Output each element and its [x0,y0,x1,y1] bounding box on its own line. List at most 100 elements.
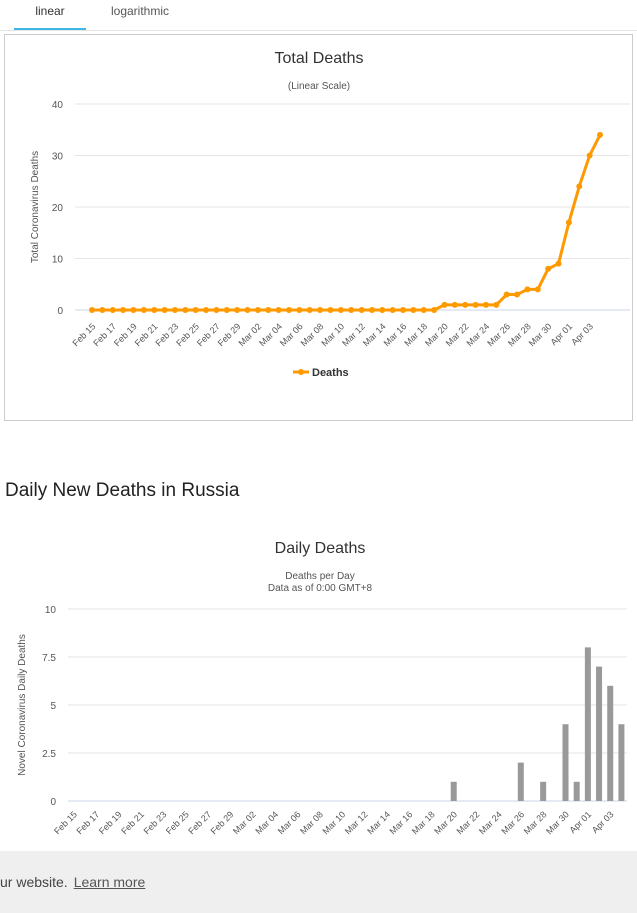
bar [596,666,603,801]
tab-logarithmic[interactable]: logarithmic [110,4,170,18]
bar [607,685,614,801]
data-point [213,307,220,313]
y-tick-label: 2.5 [42,749,56,760]
y-tick-label: 5 [50,701,56,712]
x-tick-label: Feb 23 [142,809,169,836]
data-point [410,307,417,313]
data-point [140,307,147,313]
data-point [203,307,210,313]
x-tick-label: Apr 03 [569,321,595,347]
data-point [306,307,313,313]
data-point [534,286,541,293]
data-point [400,307,407,313]
bar [618,724,625,801]
x-tick-label: Mar 24 [477,809,504,836]
data-point [285,307,292,313]
tab-linear[interactable]: linear [14,0,86,30]
data-point [151,307,158,313]
x-tick-label: Mar 08 [298,809,325,836]
y-tick-label: 20 [52,203,64,214]
y-axis-label: Total Coronavirus Deaths [30,151,41,263]
data-point [514,291,521,298]
data-point [99,307,106,313]
x-tick-label: Mar 06 [276,809,303,836]
data-point [503,291,510,298]
data-point [317,307,324,313]
chart-subtitle: (Linear Scale) [288,81,350,92]
bar [573,781,580,801]
x-tick-label: Mar 10 [320,809,347,836]
data-point [389,307,396,313]
legend-marker [298,369,304,375]
data-point [171,307,178,313]
chart-title: Daily Deaths [275,540,366,557]
total-deaths-chart: Total Deaths (Linear Scale) 0 10 20 30 40 Total… [30,50,630,379]
x-tick-label: Apr 03 [590,809,616,835]
x-tick-label: Mar 02 [231,809,258,836]
data-point [348,307,355,313]
data-point [379,307,386,313]
data-point [254,307,261,313]
x-tick-label: Mar 30 [544,809,571,836]
x-tick-label: Mar 18 [410,809,437,836]
x-tick-label: Mar 30 [527,321,554,348]
x-tick-label: Mar 16 [388,809,415,836]
bar [517,762,524,801]
data-point [192,307,199,313]
bar [562,724,569,801]
cookie-bar: ur website. Learn more [0,851,637,913]
x-tick-label: Feb 19 [97,809,124,836]
data-point [234,307,241,313]
x-tick-label: Feb 21 [119,809,146,836]
x-tick-label: Mar 20 [432,809,459,836]
data-point [182,307,189,313]
data-point [265,307,272,313]
data-point [358,307,365,313]
data-point [223,307,230,313]
cookie-message: ur website. [0,874,68,890]
data-point [451,301,458,308]
data-point [275,307,282,313]
y-tick-label: 30 [52,152,64,163]
y-tick-label: 0 [50,797,56,808]
y-tick-label: 7.5 [42,653,56,664]
x-tick-label: Mar 14 [365,809,392,836]
x-tick-label: Feb 29 [209,809,236,836]
x-tick-label: Apr 01 [567,809,593,835]
data-point [431,307,438,313]
data-point [472,301,479,308]
cookie-text: ur website. Learn more [0,874,145,890]
legend-label: Deaths [312,367,349,379]
data-point [337,307,344,313]
data-point [109,307,116,313]
chart-subtitle-2: Data as of 0:00 GMT+8 [268,583,373,594]
y-tick-label: 0 [57,306,63,317]
x-tick-label: Mar 12 [343,809,370,836]
y-tick-label: 10 [45,605,57,616]
x-tick-label: Apr 01 [548,321,574,347]
data-point [89,307,95,313]
data-point [420,307,427,313]
data-point [576,183,583,190]
x-tick-label: Mar 22 [455,809,482,836]
data-point [120,307,127,313]
x-tick-label: Feb 27 [186,809,213,836]
data-point [493,301,500,308]
total-deaths-chart-container: Total Deaths (Linear Scale) 0 10 20 30 40 Total… [4,34,633,421]
bar [584,647,591,801]
chart-title: Total Deaths [275,50,364,67]
data-point [130,307,137,313]
x-tick-label: Feb 15 [52,809,79,836]
data-point [441,301,448,308]
data-point [462,301,469,308]
data-point [565,219,572,226]
data-point [524,286,531,293]
data-point [597,131,603,138]
bar [540,781,547,801]
deaths-line [92,134,602,312]
y-tick-label: 10 [52,255,64,266]
x-tick-label: Feb 25 [164,809,191,836]
learn-more-link[interactable]: Learn more [73,874,146,890]
data-point [244,307,251,313]
